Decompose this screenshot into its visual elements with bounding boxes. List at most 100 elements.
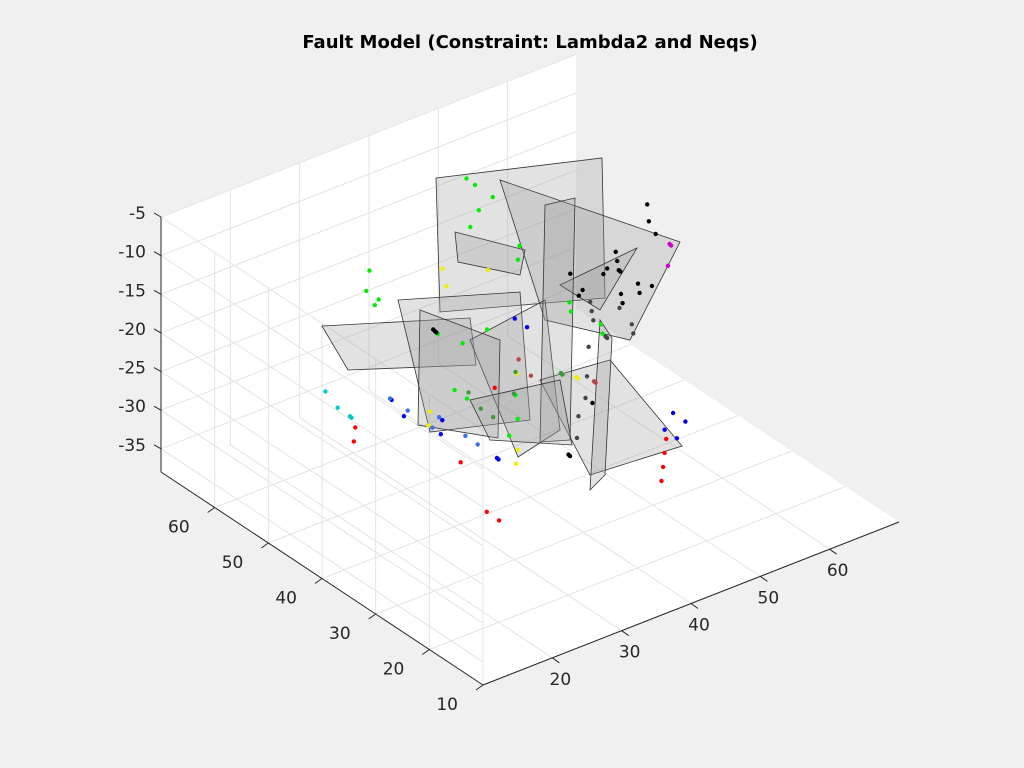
data-point: [427, 409, 433, 414]
data-point: [351, 439, 356, 444]
data-point: [401, 414, 407, 419]
data-point: [464, 396, 470, 401]
data-point: [475, 442, 480, 447]
fault-plane: [435, 157, 606, 313]
data-point: [670, 410, 676, 416]
grid-line-z: [160, 332, 484, 547]
data-point: [605, 335, 610, 341]
earthquake-points: [323, 176, 688, 523]
data-point: [387, 396, 393, 401]
fault-plane: [539, 197, 576, 443]
data-point: [568, 271, 573, 276]
data-point: [464, 176, 469, 181]
data-point: [629, 322, 634, 327]
fault-plane: [397, 291, 531, 433]
fault-plane: [539, 359, 683, 476]
data-point: [484, 327, 490, 332]
data-point: [507, 433, 512, 438]
data-point: [517, 243, 522, 248]
grid-line-z: [160, 293, 484, 508]
grid-line-z: [160, 409, 484, 624]
z-tick: [153, 367, 162, 372]
grid-line-z: [160, 448, 484, 663]
data-point: [618, 269, 623, 274]
data-point: [323, 389, 328, 394]
z-tick-label: -35: [118, 436, 146, 456]
data-point: [598, 322, 604, 327]
x-tick-label: 40: [688, 616, 710, 636]
data-point: [515, 257, 521, 262]
z-tick-label: -25: [118, 359, 146, 379]
data-point: [660, 464, 666, 470]
data-point: [513, 461, 519, 466]
y-tick: [261, 542, 269, 549]
data-point: [434, 330, 439, 335]
axes-lines: [153, 212, 900, 691]
data-point: [472, 182, 478, 188]
z-tick: [153, 328, 162, 334]
data-point: [490, 415, 496, 420]
data-point: [430, 425, 435, 430]
fault-plane: [417, 309, 501, 439]
grid-line-y: [321, 415, 739, 579]
data-point: [586, 344, 591, 349]
data-point: [478, 406, 483, 411]
z-tick: [153, 444, 162, 450]
data-point: [580, 287, 585, 293]
x-tick-label: 30: [619, 643, 641, 663]
box-edge: [160, 216, 484, 431]
data-point: [576, 414, 581, 419]
y-tick-label: 40: [275, 589, 297, 609]
data-point: [662, 450, 667, 456]
data-point: [683, 419, 688, 424]
box-edge: [160, 53, 578, 218]
data-point: [484, 509, 489, 514]
y-tick: [475, 684, 484, 691]
z-tick-label: -10: [118, 243, 146, 263]
data-point: [567, 300, 572, 305]
data-point: [511, 391, 517, 396]
x-tick: [552, 657, 560, 664]
z-tick: [153, 251, 162, 257]
data-point: [653, 231, 658, 237]
data-point: [458, 460, 463, 465]
data-point: [335, 405, 340, 410]
grid-line-y: [429, 486, 846, 650]
data-point: [631, 331, 636, 336]
grid-line-z: [160, 246, 578, 411]
z-tick-label: -30: [118, 397, 146, 417]
data-point: [460, 341, 465, 346]
x-tick: [829, 548, 837, 555]
data-point: [583, 395, 588, 401]
data-point: [645, 202, 650, 207]
data-point: [613, 249, 618, 254]
data-point: [515, 416, 520, 422]
data-point: [444, 284, 449, 289]
data-point: [516, 357, 521, 362]
grid-line-y: [375, 450, 792, 615]
data-point: [662, 427, 667, 432]
x-tick-label: 50: [758, 588, 780, 608]
data-point: [515, 447, 520, 452]
grid-line-z: [160, 92, 578, 257]
data-point: [367, 268, 372, 273]
data-point: [492, 385, 497, 390]
data-point: [513, 369, 518, 375]
z-tick-label: -20: [118, 320, 146, 340]
data-point: [476, 208, 481, 213]
x-tick: [690, 603, 699, 609]
data-point: [576, 293, 581, 298]
x-tick-label: 20: [550, 670, 572, 690]
z-tick-label: -15: [118, 281, 146, 301]
data-point: [405, 408, 410, 413]
data-point: [674, 436, 680, 441]
grid-line-z: [160, 169, 578, 334]
z-tick: [153, 405, 162, 411]
data-point: [588, 299, 593, 305]
data-point: [463, 433, 468, 438]
z-tick: [153, 289, 162, 295]
data-point: [568, 309, 574, 314]
grid-line-z: [160, 255, 484, 470]
y-tick: [314, 578, 323, 584]
